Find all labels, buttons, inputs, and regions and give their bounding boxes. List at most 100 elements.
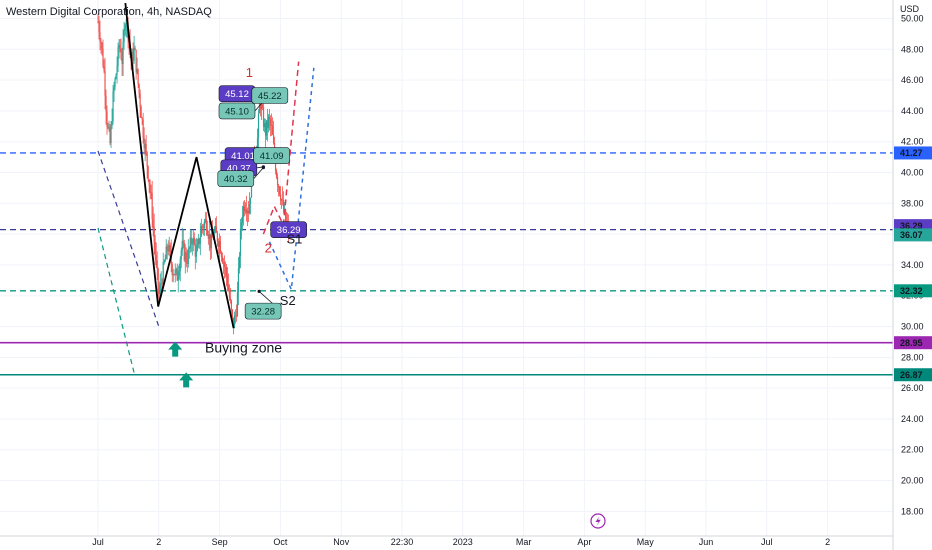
candle-body (216, 232, 218, 242)
candle-body (276, 177, 279, 186)
candle-body (99, 32, 101, 42)
candle-body (125, 24, 127, 28)
candle-body (274, 157, 277, 171)
candle-body (156, 260, 158, 269)
candle-body (122, 42, 124, 65)
y-tick-label: 28.00 (901, 352, 924, 362)
candle-body (237, 268, 240, 293)
callout-anchor-dot (257, 289, 261, 294)
candle-body (104, 70, 106, 96)
callout-anchor-dot (261, 165, 265, 170)
candle-body (164, 258, 166, 262)
candle-body (144, 143, 146, 149)
candle-body (263, 123, 266, 127)
candle-body (204, 218, 206, 223)
y-tick-label: 30.00 (901, 322, 924, 332)
candle-body (262, 106, 265, 127)
candle-body (145, 143, 147, 153)
candle-body (159, 284, 161, 294)
candle-body (117, 47, 119, 66)
axis-price-badge-label: 28.95 (900, 338, 923, 348)
candle-body (131, 52, 133, 60)
candle-body (215, 226, 217, 233)
candle-body (98, 21, 100, 33)
time-axis[interactable]: Jul 2 Sep Oct Nov 22:30 2023 Mar Apr May Jun Jul 2 (0, 535, 893, 547)
candle-body (249, 197, 252, 204)
y-tick-label: 20.00 (901, 476, 924, 486)
x-tick-label: 2 (825, 537, 830, 547)
candle-body (174, 269, 176, 275)
buy-arrows (168, 341, 194, 388)
up-arrow-icon (168, 341, 183, 357)
candle-body (228, 290, 231, 298)
candle-body (114, 78, 116, 88)
candle-body (248, 203, 251, 214)
candle-body (109, 128, 111, 144)
candle-body (123, 30, 125, 43)
candle-body (179, 259, 181, 272)
candle-body (246, 210, 249, 214)
candle-body (100, 41, 102, 43)
candle-body (147, 166, 149, 180)
candle-body (167, 250, 169, 252)
candle-body (97, 21, 99, 23)
candle-body (184, 252, 186, 261)
candle-body (139, 93, 141, 107)
candle-body (230, 300, 233, 310)
candle-body (132, 52, 134, 61)
y-tick-label: 34.00 (901, 260, 924, 270)
candle-body (202, 227, 204, 229)
chart-title: Western Digital Corporation, 4h, NASDAQ (6, 6, 212, 18)
candle-body (121, 58, 123, 65)
candle-body (192, 237, 194, 244)
candle-body (112, 91, 114, 122)
y-tick-label: 18.00 (901, 506, 924, 516)
candle-body (282, 200, 285, 212)
candle-body (211, 232, 213, 238)
candle-body (134, 48, 136, 50)
candle-body (240, 222, 243, 229)
candle-body (234, 315, 237, 317)
annotation-label: Buying zone (205, 340, 282, 356)
candle-body (235, 315, 238, 317)
annotation-label: S1 (286, 231, 302, 246)
x-tick-label: Jul (92, 537, 104, 547)
annotations: 1 2 S1 S2 Buying zone (205, 65, 302, 356)
candle-body (264, 123, 267, 136)
y-tick-label: 46.00 (901, 75, 924, 85)
candle-body (267, 116, 270, 128)
callout-box (251, 87, 289, 104)
x-tick-label: Jul (761, 537, 773, 547)
candle-body (199, 236, 201, 244)
axis-price-badge-label: 36.29 (900, 221, 923, 231)
candle-body (268, 116, 271, 120)
callout-value: 40.32 (224, 174, 248, 185)
candle-body (188, 248, 190, 249)
lightning-icon[interactable] (590, 513, 606, 529)
callout-value: 36.29 (277, 225, 301, 236)
candle-body (149, 184, 151, 192)
candle-body (102, 48, 104, 67)
wave-line (124, 2, 235, 329)
candle-body (241, 216, 244, 223)
x-tick-label: Oct (273, 537, 288, 547)
y-tick-label: 50.00 (901, 13, 924, 23)
candle-body (175, 268, 177, 270)
x-tick-label: Sep (212, 537, 228, 547)
callout-leader (253, 167, 264, 179)
candle-body (219, 240, 221, 253)
candle-body (277, 185, 280, 187)
y-tick-label: 22.00 (901, 445, 924, 455)
candle-body (150, 191, 152, 194)
x-tick-label: Apr (577, 537, 591, 547)
x-tick-label: Nov (333, 537, 350, 547)
candle-body (136, 69, 138, 73)
candle-body (120, 48, 122, 59)
y-tick-label: 38.00 (901, 198, 924, 208)
callout-box (270, 221, 307, 238)
candle-body (161, 283, 163, 285)
candle-body (182, 240, 184, 243)
price-axis[interactable]: 18.0020.0022.0024.0026.0028.0030.0032.00… (892, 0, 932, 550)
